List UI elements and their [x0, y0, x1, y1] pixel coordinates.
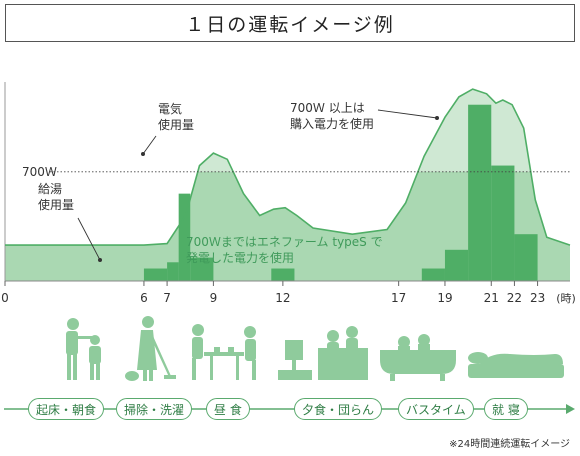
electricity-usage-dot [141, 152, 145, 156]
electricity-usage-label: 電気使用量 [158, 101, 194, 132]
hot-water-usage-label: 給湯使用量 [38, 182, 74, 212]
x-tick-label-9: 9 [210, 291, 218, 305]
hot-water-bar-9 [514, 234, 538, 281]
hot-water-bar-5 [421, 268, 445, 281]
page-title: １日の運転イメージ例 [5, 4, 575, 42]
activity-sleeping: 就 寝 [484, 398, 528, 420]
waking-breakfast-icon [66, 318, 101, 380]
reference-line-label: 700Ｗ [22, 165, 57, 179]
hot-water-bar-2 [178, 193, 191, 281]
lunch-icon [192, 324, 256, 380]
hot-water-usage-pointer [77, 217, 101, 261]
generated-power-label: 700Ｗまではエネファーム typeS で発電した電力を使用 [186, 235, 383, 265]
purchase-annotation-pointer [377, 109, 438, 119]
x-tick-label-17: 17 [391, 291, 406, 305]
hot-water-bar-6 [444, 249, 469, 281]
hot-water-bar-4 [271, 268, 295, 281]
bathtub-icon [380, 334, 456, 381]
cleaning-laundry-icon [125, 316, 176, 381]
hot-water-bar-1 [167, 262, 179, 281]
activity-illustrations [66, 316, 564, 381]
electricity-usage-pointer [142, 135, 157, 155]
x-unit-label: (時) [556, 292, 576, 305]
activity-timeline: 起床・朝食 掃除・洗濯 昼 食 夕食・団らん バスタイム 就 寝 [0, 397, 580, 423]
x-tick-label-21: 21 [484, 291, 499, 305]
activity-lunch: 昼 食 [206, 398, 250, 420]
activity-bathtime: バスタイム [398, 398, 474, 420]
x-tick-label-19: 19 [437, 291, 452, 305]
hot-water-bar-8 [491, 165, 515, 281]
x-tick-label-0: 0 [1, 291, 9, 305]
hot-water-bar-7 [468, 104, 492, 281]
purchase-annotation-label: 700Ｗ 以上は購入電力を使用 [290, 101, 374, 131]
sleeping-icon [468, 352, 564, 378]
x-tick-label-22: 22 [507, 291, 522, 305]
electricity-usage-line [5, 88, 571, 246]
hot-water-usage-dot [98, 258, 102, 262]
activity-dinner-family: 夕食・団らん [294, 398, 383, 420]
x-tick-label-23: 23 [530, 291, 545, 305]
footnote: ※24時間連続運転イメージ [449, 439, 570, 450]
dinner-family-icon [278, 326, 368, 380]
x-tick-label-12: 12 [275, 291, 290, 305]
hot-water-bar-3 [190, 257, 214, 281]
activity-cleaning-laundry: 掃除・洗濯 [116, 398, 193, 420]
purchase-annotation-dot [435, 116, 439, 120]
activity-waking-breakfast: 起床・朝食 [28, 398, 105, 420]
hot-water-bar-0 [143, 268, 168, 281]
x-tick-label-7: 7 [163, 291, 171, 305]
x-tick-label-6: 6 [140, 291, 148, 305]
